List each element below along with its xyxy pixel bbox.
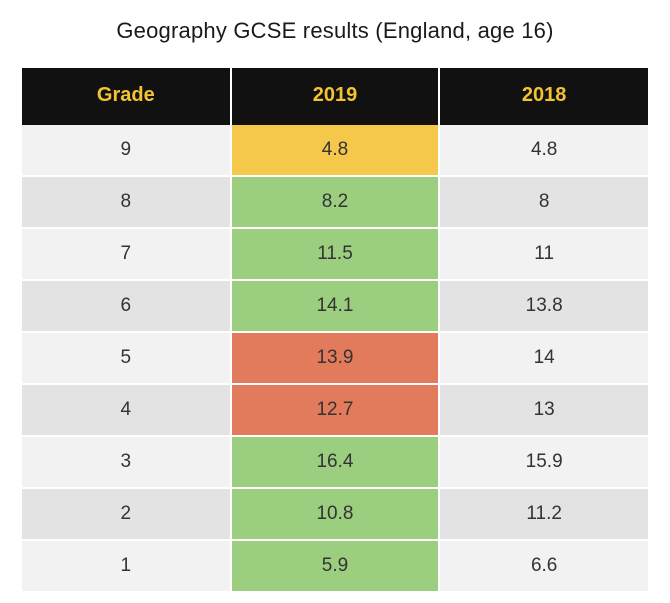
cell-2018: 11.2 [439, 488, 648, 540]
cell-2018: 11 [439, 228, 648, 280]
cell-2019: 11.5 [231, 228, 440, 280]
table-row: 412.713 [22, 384, 648, 436]
cell-2019: 5.9 [231, 540, 440, 592]
cell-grade: 9 [22, 125, 231, 176]
table-row: 15.96.6 [22, 540, 648, 592]
cell-grade: 2 [22, 488, 231, 540]
col-header-grade: Grade [22, 68, 231, 125]
cell-2019: 14.1 [231, 280, 440, 332]
table-row: 210.811.2 [22, 488, 648, 540]
results-table: Grade 2019 2018 94.84.888.28711.511614.1… [22, 68, 648, 593]
cell-grade: 3 [22, 436, 231, 488]
table-row: 513.914 [22, 332, 648, 384]
cell-grade: 7 [22, 228, 231, 280]
cell-2018: 8 [439, 176, 648, 228]
table-header-row: Grade 2019 2018 [22, 68, 648, 125]
table-row: 711.511 [22, 228, 648, 280]
cell-2018: 14 [439, 332, 648, 384]
cell-2019: 4.8 [231, 125, 440, 176]
chart-title: Geography GCSE results (England, age 16) [22, 18, 648, 44]
col-header-2018: 2018 [439, 68, 648, 125]
table-row: 316.415.9 [22, 436, 648, 488]
cell-grade: 4 [22, 384, 231, 436]
cell-2019: 12.7 [231, 384, 440, 436]
cell-2018: 6.6 [439, 540, 648, 592]
cell-2019: 16.4 [231, 436, 440, 488]
cell-2019: 10.8 [231, 488, 440, 540]
cell-2018: 13 [439, 384, 648, 436]
col-header-2019: 2019 [231, 68, 440, 125]
cell-2018: 13.8 [439, 280, 648, 332]
cell-grade: 5 [22, 332, 231, 384]
cell-2019: 8.2 [231, 176, 440, 228]
cell-2019: 13.9 [231, 332, 440, 384]
cell-grade: 8 [22, 176, 231, 228]
cell-grade: 6 [22, 280, 231, 332]
cell-grade: 1 [22, 540, 231, 592]
table-row: 88.28 [22, 176, 648, 228]
cell-2018: 4.8 [439, 125, 648, 176]
table-row: 614.113.8 [22, 280, 648, 332]
table-row: 94.84.8 [22, 125, 648, 176]
table-body: 94.84.888.28711.511614.113.8513.914412.7… [22, 125, 648, 592]
cell-2018: 15.9 [439, 436, 648, 488]
